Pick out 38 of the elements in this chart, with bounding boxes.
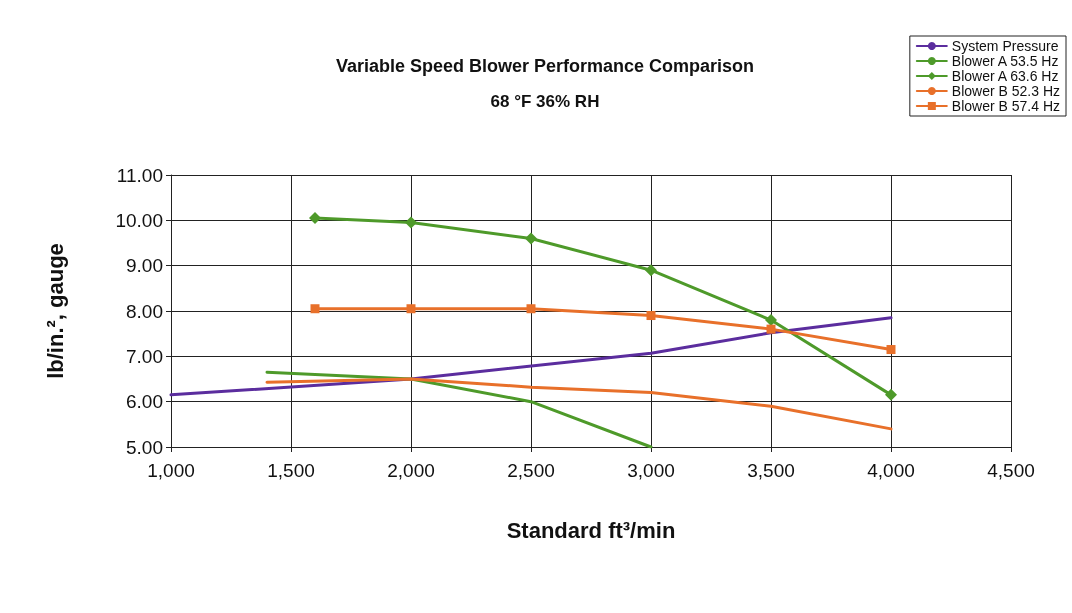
x-tick-label: 3,500 [747,460,795,481]
y-tick-label: 10.00 [115,209,163,231]
y-tick-label: 8.00 [126,300,163,322]
x-tick-label: 2,000 [387,460,435,481]
x-tick-label: 4,000 [867,460,915,481]
line-series [169,316,893,397]
line-series [265,377,893,431]
legend-label: Blower A 53.5 Hz [951,53,1059,69]
x-tick-label: 3,000 [627,460,675,481]
y-tick-label: 5.00 [126,436,163,458]
line-series [265,370,653,449]
point [405,216,417,229]
x-tick-label: 4,500 [987,460,1035,481]
point [309,212,321,225]
x-tick-label: 1,000 [147,460,195,481]
y-tick-label: 9.00 [126,255,163,277]
x-tick-label: 1,500 [267,460,315,481]
y-tick-label: 11.00 [116,164,163,186]
legend-label: Blower B 52.3 Hz [951,83,1061,99]
y-tick-label: 7.00 [126,345,163,367]
point [310,304,320,314]
point [525,232,537,245]
y-tick-label: 6.00 [126,391,163,413]
point [406,304,416,314]
legend-label: System Pressure [951,38,1059,54]
legend-label: Blower B 57.4 Hz [951,98,1061,114]
x-axis-title: Standard ft³/min [506,517,676,543]
x-tick-label: 2,500 [507,460,555,481]
y-axis-title: lb/in.², gauge [42,243,68,379]
legend-label: Blower A 63.6 Hz [951,68,1059,84]
point [526,304,536,314]
point [766,324,776,334]
point [646,311,656,321]
chart-subtitle: 68 °F 36% RH [490,92,600,111]
point [885,388,897,401]
point [645,264,657,277]
point [886,345,896,355]
chart-title: Variable Speed Blower Performance Comparison [335,56,755,76]
